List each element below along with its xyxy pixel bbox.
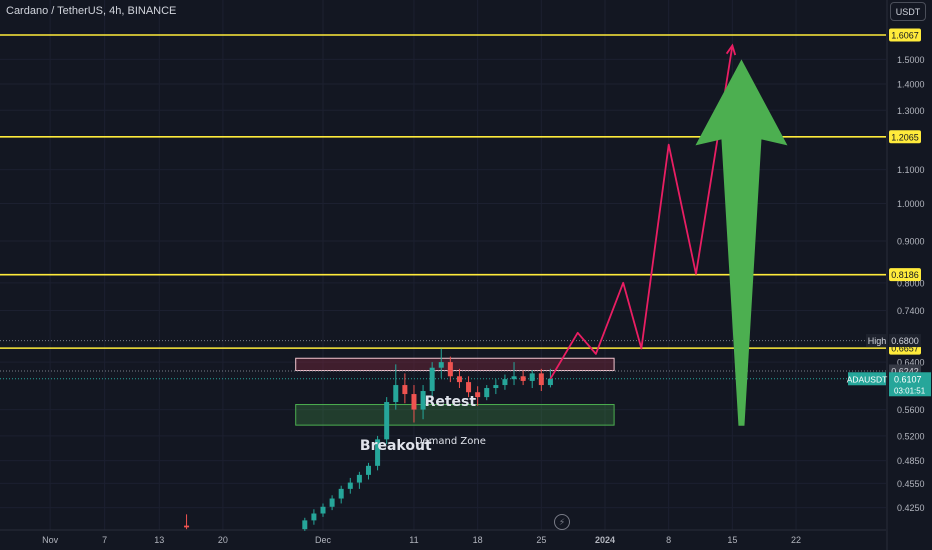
time-tick-label: 11 (409, 535, 418, 545)
price-tick-label: 1.3000 (897, 106, 925, 116)
candle-body (347, 482, 353, 489)
annotation-retest: Retest (425, 394, 477, 410)
time-tick-label: 8 (666, 535, 671, 545)
candle-body (447, 362, 453, 377)
level-price-label: 0.6657 (891, 344, 919, 354)
candle-body (329, 498, 335, 507)
symbol-title: Cardano / TetherUS, 4h, BINANCE (6, 5, 177, 17)
candle-body (402, 385, 408, 395)
high-tag-label: High (868, 336, 887, 346)
high-price-label: 0.6800 (891, 336, 919, 346)
candle-body (493, 385, 499, 389)
price-tick-label: 0.9000 (897, 236, 925, 246)
projection-path (549, 45, 734, 380)
time-tick-label: 2024 (595, 535, 615, 545)
candle-body (356, 474, 362, 483)
candle-body (429, 367, 435, 392)
price-tick-label: 0.4850 (897, 456, 925, 466)
candle-body (466, 382, 472, 393)
current-price-label: 0.6107 (894, 374, 922, 384)
level-price-box (889, 268, 921, 282)
price-tick-label: 1.0000 (897, 199, 925, 209)
candle-body (520, 376, 526, 381)
level-price-box (889, 28, 921, 42)
currency-button[interactable]: USDT (890, 2, 926, 21)
price-tick-label: 0.6400 (897, 358, 925, 368)
symbol-tag-label: ADAUSDT (847, 374, 888, 384)
candle-body (420, 391, 426, 410)
candle-body (502, 379, 508, 386)
price-tick-label: 0.7400 (897, 306, 925, 316)
candle-body (538, 373, 544, 386)
pre-close-label: 0.6242 (891, 367, 919, 377)
lightning-icon[interactable]: ⚡︎ (554, 514, 570, 530)
price-tick-label: 1.5000 (897, 55, 925, 65)
price-tick-label: 0.4250 (897, 503, 925, 513)
candle-body (484, 388, 490, 398)
candle-body (438, 362, 444, 368)
candle-body (529, 373, 535, 381)
annotation-demand-zone: Demand Zone (415, 436, 486, 447)
price-tick-label: 0.4550 (897, 479, 925, 489)
candle-body (411, 394, 417, 410)
time-tick-label: 15 (727, 535, 737, 545)
candle-body (320, 506, 326, 514)
candle-body (375, 439, 381, 466)
candle-body (547, 378, 553, 386)
high-tag-box (866, 334, 888, 348)
candle-body (365, 465, 371, 475)
candle-body (338, 488, 344, 499)
time-tick-label: 20 (218, 535, 228, 545)
demand-zone (295, 404, 615, 426)
current-price-box (889, 372, 931, 397)
time-tick-label: 13 (154, 535, 164, 545)
countdown-label: 03:01:51 (894, 386, 926, 395)
level-price-box (889, 130, 921, 144)
time-tick-label: 25 (536, 535, 546, 545)
candle-body (475, 392, 481, 398)
time-tick-label: Dec (315, 535, 332, 545)
projection-arrowhead (725, 43, 737, 56)
level-price-label: 1.6067 (891, 31, 919, 41)
resistance-zone (295, 357, 615, 372)
time-tick-label: Nov (42, 535, 59, 545)
price-tick-label: 0.8000 (897, 278, 925, 288)
price-tick-label: 0.5200 (897, 431, 925, 441)
candle-body (511, 376, 517, 380)
candle-body (393, 385, 399, 403)
price-tick-label: 1.1000 (897, 165, 925, 175)
price-tick-label: 0.5600 (897, 405, 925, 415)
time-tick-label: 22 (791, 535, 801, 545)
candle-body (311, 513, 317, 521)
level-price-label: 1.2065 (891, 132, 919, 142)
symbol-tag-box (848, 372, 886, 386)
time-tick-label: 7 (102, 535, 107, 545)
green-up-arrow (695, 59, 788, 426)
candle-body (384, 402, 390, 440)
candle-body (302, 520, 308, 530)
price-tick-label: 1.4000 (897, 79, 925, 89)
level-price-label: 0.8186 (891, 270, 919, 280)
candle-body (184, 525, 190, 528)
candle-body (456, 376, 462, 383)
high-price-box (889, 334, 921, 348)
time-tick-label: 18 (473, 535, 483, 545)
annotation-breakout: Breakout (360, 438, 432, 454)
